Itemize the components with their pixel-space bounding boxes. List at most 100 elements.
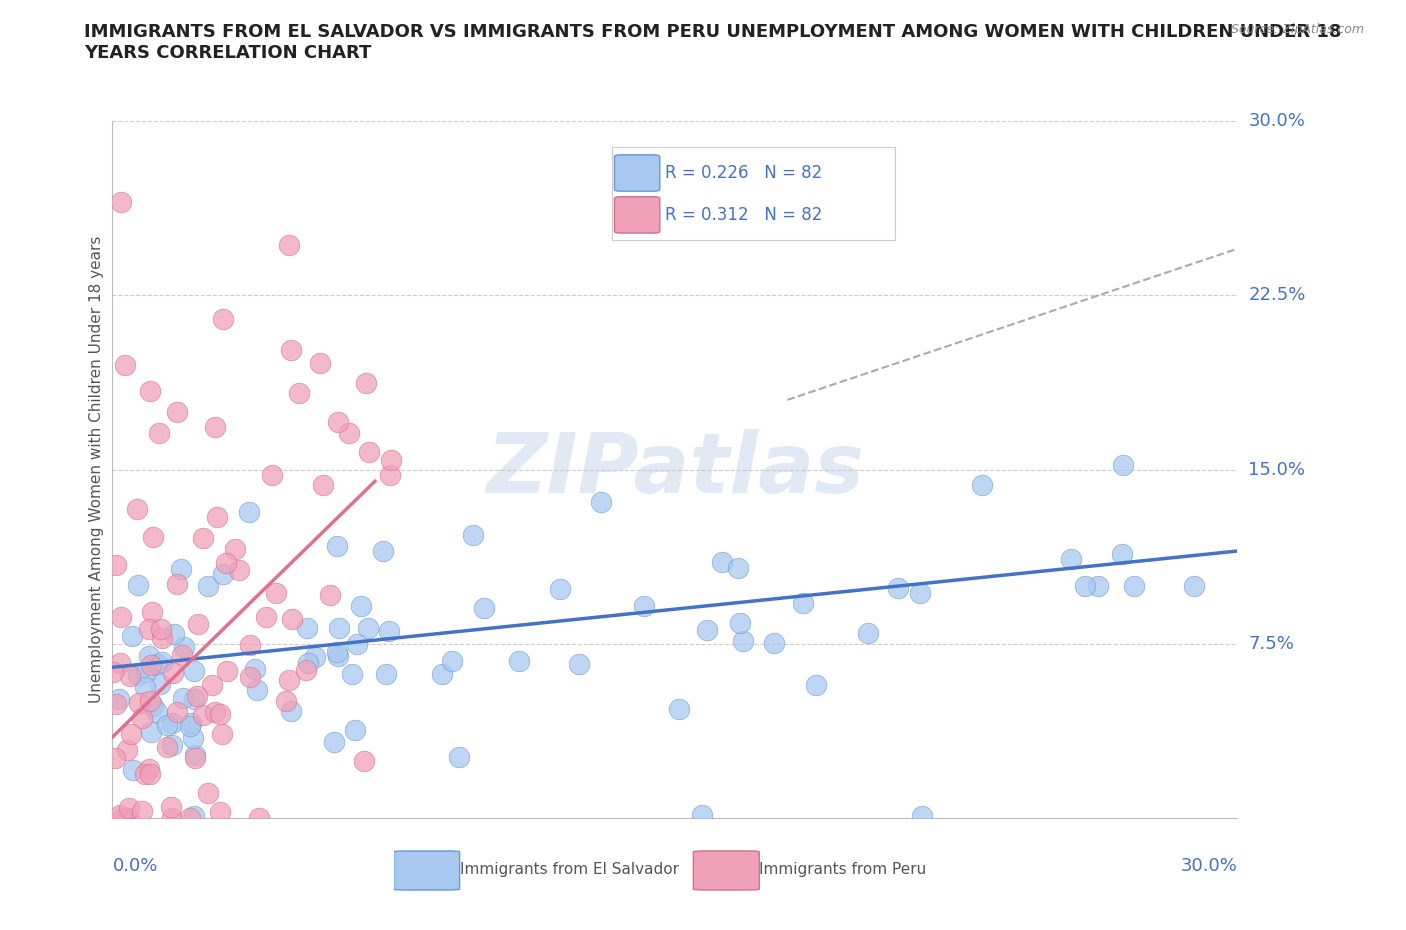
Point (710, 554, 733, 569)
Point (288, 385, 311, 400)
Point (103, 665, 125, 680)
Point (134, 766, 156, 781)
Point (312, 477, 335, 492)
Point (204, 419, 226, 434)
Point (374, 667, 396, 682)
Point (118, 668, 141, 683)
Point (350, 599, 373, 614)
Point (141, 604, 163, 619)
Point (247, 811, 270, 826)
Point (690, 807, 713, 822)
Point (139, 724, 162, 739)
Point (278, 237, 301, 252)
Point (668, 701, 690, 716)
Point (105, 558, 128, 573)
Point (215, 664, 238, 679)
Point (209, 706, 232, 721)
Point (138, 649, 160, 664)
Point (472, 600, 495, 615)
Point (1112, 458, 1135, 472)
Point (183, 730, 205, 745)
Point (142, 698, 165, 713)
Point (139, 766, 162, 781)
Point (121, 629, 143, 644)
Point (297, 656, 319, 671)
Point (145, 658, 167, 672)
Point (134, 665, 156, 680)
Point (548, 582, 571, 597)
Point (162, 716, 184, 731)
Point (804, 677, 827, 692)
Point (193, 531, 215, 546)
Point (260, 468, 283, 483)
Point (277, 672, 299, 687)
Point (911, 809, 934, 824)
Point (179, 811, 201, 826)
Text: 15.0%: 15.0% (1249, 460, 1305, 479)
Point (128, 696, 150, 711)
Point (179, 719, 201, 734)
Point (591, 494, 613, 509)
Point (1111, 547, 1133, 562)
Y-axis label: Unemployment Among Women with Children Under 18 years: Unemployment Among Women with Children U… (89, 236, 104, 703)
Text: R = 0.312   N = 82: R = 0.312 N = 82 (665, 206, 823, 224)
Point (461, 528, 484, 543)
Text: Immigrants from Peru: Immigrants from Peru (759, 862, 927, 877)
Point (377, 623, 399, 638)
Point (378, 468, 401, 483)
Point (281, 612, 304, 627)
Point (115, 811, 138, 826)
Point (246, 683, 269, 698)
Point (105, 697, 128, 711)
Point (184, 751, 207, 765)
FancyBboxPatch shape (693, 851, 759, 890)
Point (858, 625, 880, 640)
Point (156, 739, 179, 754)
Point (183, 664, 205, 679)
Point (110, 807, 132, 822)
Text: 30.0%: 30.0% (1249, 112, 1305, 130)
Point (280, 704, 302, 719)
Point (180, 715, 202, 730)
Point (114, 357, 136, 372)
Point (120, 726, 142, 741)
Point (170, 562, 193, 577)
Point (110, 195, 132, 210)
Point (264, 585, 287, 600)
Point (108, 656, 131, 671)
Point (322, 735, 344, 750)
Point (430, 667, 453, 682)
Point (304, 650, 326, 665)
Point (138, 384, 160, 399)
Point (239, 637, 262, 652)
Text: R = 0.226   N = 82: R = 0.226 N = 82 (665, 164, 823, 182)
Point (134, 680, 156, 695)
Text: ZIPatlas: ZIPatlas (486, 429, 863, 511)
Point (125, 501, 148, 516)
Point (138, 762, 160, 777)
Point (970, 477, 993, 492)
Point (380, 452, 402, 467)
FancyBboxPatch shape (614, 155, 659, 192)
Point (166, 705, 188, 720)
Point (295, 662, 318, 677)
Point (357, 445, 380, 460)
Point (146, 705, 169, 720)
Point (887, 580, 910, 595)
Point (568, 657, 591, 671)
Point (326, 415, 349, 430)
Point (245, 661, 267, 676)
Point (138, 621, 160, 636)
Point (115, 742, 138, 757)
Point (155, 718, 177, 733)
Point (762, 635, 785, 650)
Point (730, 616, 752, 631)
Point (122, 763, 145, 777)
Point (337, 425, 360, 440)
Point (1087, 578, 1109, 593)
Point (160, 811, 183, 826)
Point (150, 655, 173, 670)
Point (183, 809, 205, 824)
Point (224, 542, 246, 557)
Point (215, 555, 238, 570)
